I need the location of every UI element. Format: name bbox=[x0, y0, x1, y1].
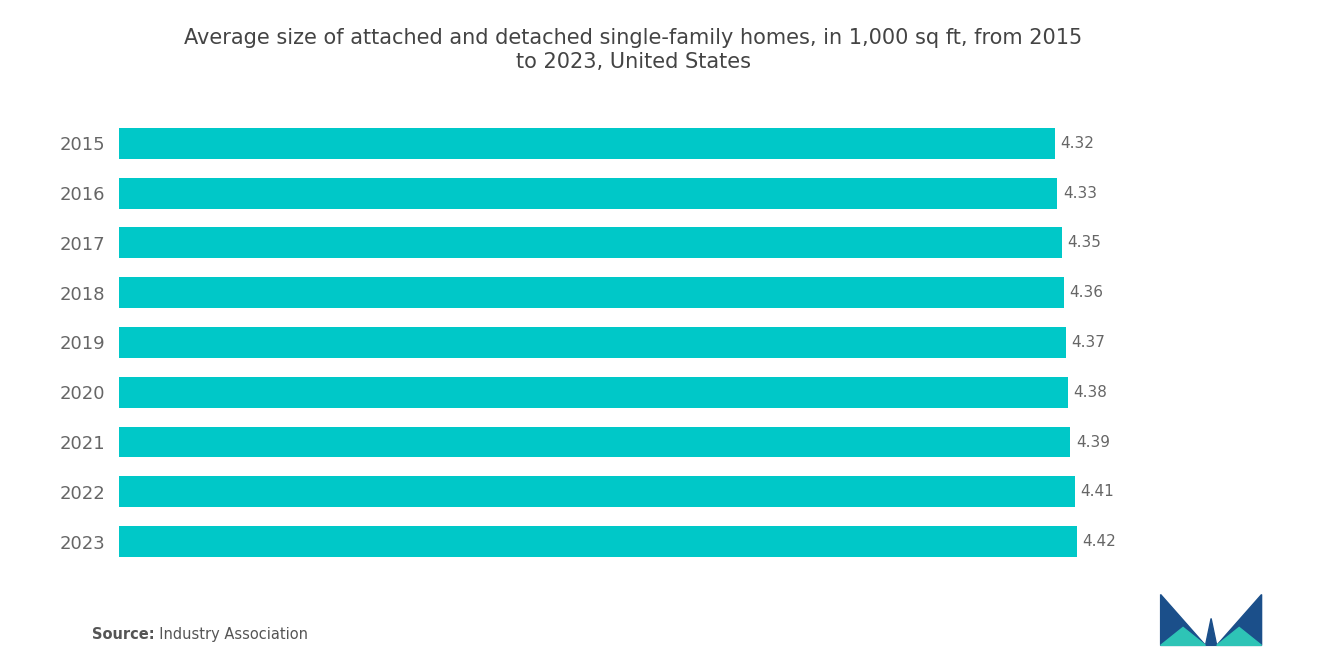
Bar bbox=[119, 526, 1077, 557]
Text: Source:: Source: bbox=[92, 626, 154, 642]
Text: 4.42: 4.42 bbox=[1082, 534, 1115, 549]
Text: 4.32: 4.32 bbox=[1060, 136, 1094, 151]
Polygon shape bbox=[1217, 595, 1262, 645]
Text: 4.41: 4.41 bbox=[1080, 484, 1114, 499]
Bar bbox=[119, 377, 1068, 408]
Text: 4.39: 4.39 bbox=[1076, 434, 1110, 450]
Bar bbox=[119, 227, 1061, 258]
Bar bbox=[119, 128, 1055, 159]
Bar bbox=[119, 327, 1067, 358]
Polygon shape bbox=[1205, 618, 1217, 645]
Polygon shape bbox=[1160, 595, 1205, 645]
Bar bbox=[119, 476, 1074, 507]
Text: 4.38: 4.38 bbox=[1073, 385, 1107, 400]
Text: 4.35: 4.35 bbox=[1067, 235, 1101, 251]
Bar bbox=[119, 277, 1064, 308]
Polygon shape bbox=[1217, 628, 1262, 645]
Text: 4.33: 4.33 bbox=[1063, 186, 1097, 201]
Text: Industry Association: Industry Association bbox=[150, 626, 309, 642]
Polygon shape bbox=[1160, 628, 1205, 645]
Title: Average size of attached and detached single-family homes, in 1,000 sq ft, from : Average size of attached and detached si… bbox=[185, 29, 1082, 72]
Text: 4.36: 4.36 bbox=[1069, 285, 1104, 300]
Bar bbox=[119, 427, 1071, 458]
Bar bbox=[119, 178, 1057, 209]
Text: 4.37: 4.37 bbox=[1072, 335, 1105, 350]
